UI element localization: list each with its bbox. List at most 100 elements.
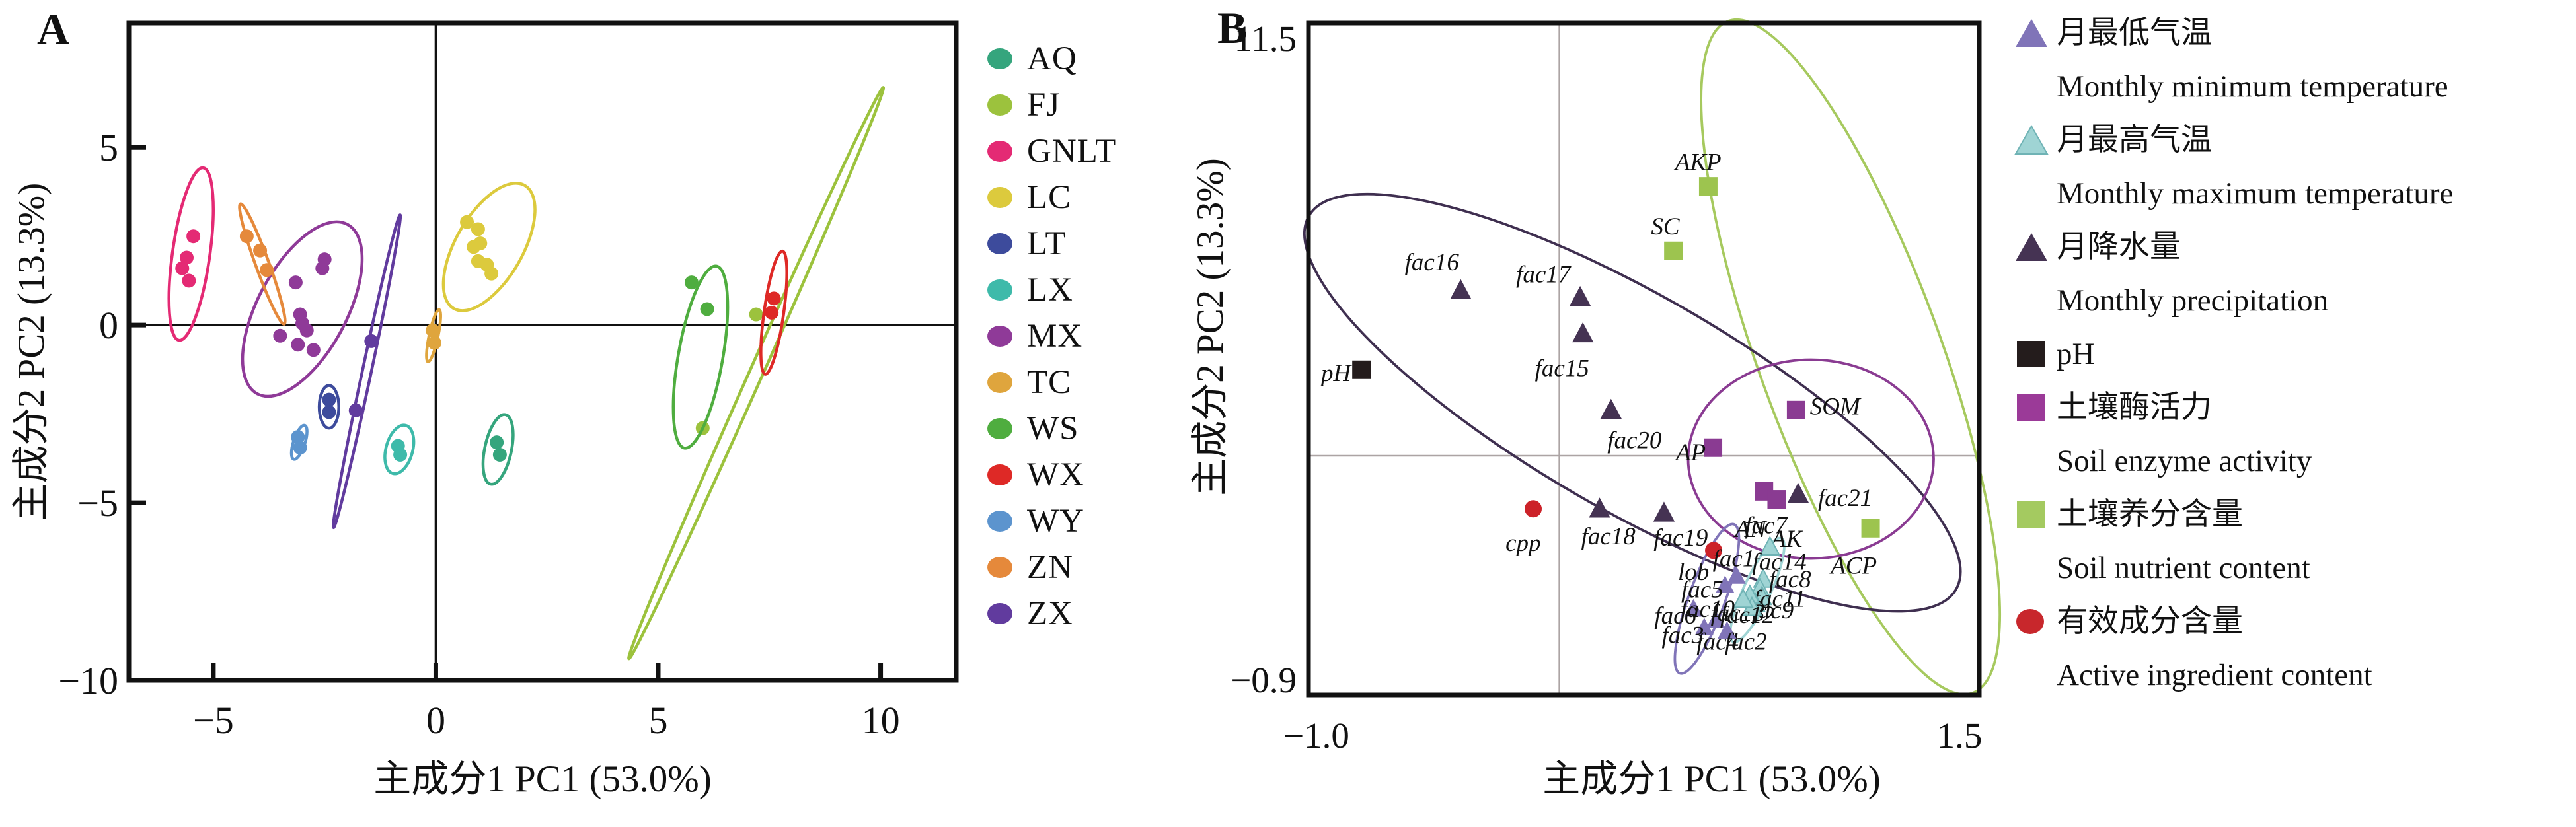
legend-a-label-GNLT: GNLT [1027, 133, 1117, 170]
cluster-ellipse-WX [759, 249, 788, 376]
panel-b-xmax-label: 1.5 [1937, 715, 1983, 756]
point-ZX-0 [364, 334, 379, 348]
point-ZN-1 [253, 243, 268, 258]
legend-b-text-4: 土壤酶活力 Soil enzyme activity [2057, 381, 2569, 488]
cluster-ellipse-GNLT [167, 166, 215, 342]
legend-a-dot-LT [987, 233, 1012, 254]
panel-b-ymax-label: 11.5 [1234, 18, 1297, 59]
point-MX-8 [306, 343, 321, 357]
var-marker-fac3 [1694, 618, 1714, 635]
legend-a-label-WX: WX [1027, 456, 1084, 493]
legend-a-dot-MX [987, 326, 1012, 347]
point-AQ-1 [492, 447, 507, 462]
var-label-fac16: fac16 [1405, 249, 1460, 276]
point-MX-2 [288, 275, 303, 290]
panel-b-yaxis-title: 主成分2 PC2 (13.3%) [1190, 158, 1231, 495]
point-LC-6 [484, 266, 499, 281]
legend-b-en-4: Soil enzyme activity [2057, 444, 2312, 478]
panel-a-xtick-label--5: −5 [193, 699, 234, 742]
legend-b-text-3: pH [2057, 328, 2569, 381]
legend-a-dot-LX [987, 279, 1012, 301]
point-MX-5 [299, 323, 314, 338]
panel-b-label: B [1217, 3, 1248, 53]
point-WY-1 [293, 441, 307, 455]
legend-a-item-AQ: AQ [987, 36, 1116, 82]
var-marker-AK [1767, 490, 1786, 509]
var-marker-fac20 [1600, 398, 1622, 419]
point-GNLT-0 [186, 229, 201, 244]
legend-b-item-2: 月降水量 Monthly precipitation [2014, 221, 2569, 328]
legend-a-item-WY: WY [987, 498, 1116, 544]
group-ellipse-soil-enzyme [1686, 358, 1935, 560]
legend-b-en-0: Monthly minimum temperature [2057, 69, 2448, 104]
panel-a-ytick-label-5: 5 [99, 126, 118, 169]
point-FJ-0 [749, 307, 763, 322]
panel-b-chart: pH fac16 fac17 fac15 fac18 fac19 fac20 fac21 SC A… [1190, 18, 2002, 800]
legend-a-dot-WS [987, 418, 1012, 439]
legend-b-zh-5: 土壤养分含量 [2057, 497, 2243, 532]
var-marker-fac15 [1572, 322, 1594, 343]
point-MX-7 [291, 338, 305, 352]
point-MX-1 [315, 261, 330, 275]
var-marker-fac18 [1589, 497, 1610, 518]
var-label-fac8: fac8 [1769, 566, 1811, 593]
cluster-ellipse-ZN [238, 202, 287, 326]
legend-a-dot-LC [987, 187, 1012, 208]
var-label-fac2: fac2 [1725, 629, 1767, 656]
var-label-AKP: AKP [1673, 149, 1722, 176]
var-marker-ACP [1861, 519, 1880, 538]
var-label-fac6: fac6 [1654, 602, 1696, 629]
legend-b-item-3: pH [2014, 328, 2569, 381]
point-LC-1 [471, 222, 485, 236]
legend-b-square-icon [2014, 328, 2057, 373]
legend-a-item-LX: LX [987, 267, 1116, 313]
var-marker-fac19 [1653, 501, 1675, 522]
legend-b-triangle-icon [2014, 221, 2057, 266]
legend-b-zh-1: 月最高气温 [2057, 123, 2212, 157]
var-label-fac19: fac19 [1653, 524, 1708, 552]
legend-a-label-ZN: ZN [1027, 549, 1073, 586]
panel-a-xtick-label-10: 10 [862, 699, 900, 742]
group-ellipse-precipitation [1303, 192, 1962, 613]
legend-b-item-1: 月最高气温 Monthly maximum temperature [2014, 114, 2569, 221]
legend-b-item-5: 土壤养分含量 Soil nutrient content [2014, 488, 2569, 595]
legend-a-item-ZN: ZN [987, 544, 1116, 591]
panel-a-legend: AQ FJ GNLT LC LT LX MX TC WS WX WY ZN ZX [987, 36, 1116, 637]
var-label-SOM: SOM [1810, 394, 1862, 421]
point-WS-0 [684, 275, 699, 290]
var-label-fac7: fac7 [1745, 513, 1788, 540]
point-ZN-0 [239, 229, 254, 244]
panel-a-label: A [37, 4, 70, 54]
panel-b-legend: 月最低气温 Monthly minimum temperature 月最高气温 Mon… [2014, 7, 2569, 702]
legend-b-square-icon [2014, 381, 2057, 427]
legend-a-label-LX: LX [1027, 271, 1073, 308]
cluster-ellipse-LT [317, 384, 340, 430]
var-marker-cpp [1525, 500, 1542, 518]
panel-b-plot-box [1306, 20, 1982, 698]
panel-a-xtick-label-0: 0 [426, 699, 445, 742]
legend-a-label-WY: WY [1027, 503, 1084, 540]
var-label-fac14: fac14 [1752, 549, 1806, 576]
var-marker-fac1 [1727, 565, 1746, 584]
cluster-ellipse-WS [671, 264, 730, 450]
legend-b-en-5: Soil nutrient content [2057, 551, 2310, 585]
legend-b-item-0: 月最低气温 Monthly minimum temperature [2014, 7, 2569, 114]
legend-b-text-6: 有效成分含量 Active ingredient content [2057, 595, 2569, 702]
panel-a-chart: −5 0 5 10 5 0 −5 −10 主成分1 PC1 (53.0%) 主成分2 PC2 (1… [11, 20, 959, 800]
var-marker-fac6 [1684, 598, 1703, 617]
legend-b-triangle-icon [2014, 7, 2057, 52]
var-marker-fac7 [1759, 536, 1781, 556]
var-label-lob: lob [1678, 559, 1709, 586]
legend-b-zh-4: 土壤酶活力 [2057, 390, 2212, 425]
var-label-pH: pH [1319, 360, 1353, 387]
var-marker-fac4 [1706, 610, 1725, 628]
legend-a-label-FJ: FJ [1027, 87, 1061, 124]
var-label-fac21: fac21 [1818, 485, 1872, 512]
legend-a-item-ZX: ZX [987, 591, 1116, 637]
legend-b-circle-icon [2014, 595, 2057, 641]
legend-a-item-FJ: FJ [987, 82, 1116, 128]
var-label-AP: AP [1674, 439, 1706, 466]
legend-a-item-TC: TC [987, 359, 1116, 406]
legend-b-text-2: 月降水量 Monthly precipitation [2057, 221, 2569, 328]
